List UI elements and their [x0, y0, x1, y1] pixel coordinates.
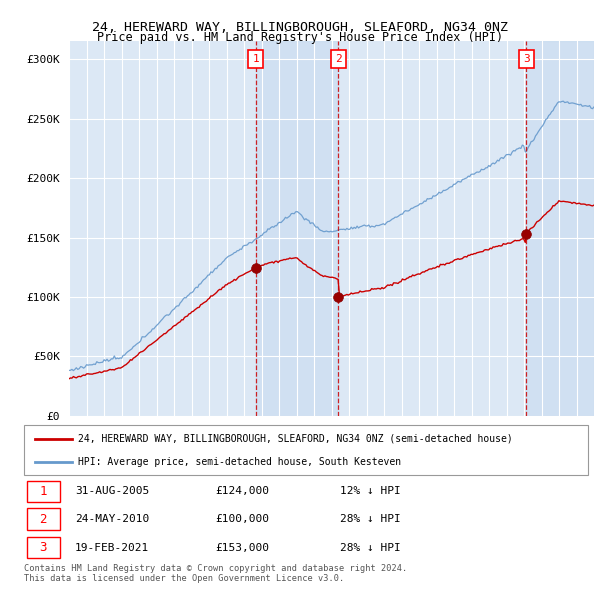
Bar: [27, 509, 59, 530]
Text: 3: 3: [523, 54, 530, 64]
Text: 28% ↓ HPI: 28% ↓ HPI: [340, 514, 401, 524]
Text: 24-MAY-2010: 24-MAY-2010: [75, 514, 149, 524]
Text: 24, HEREWARD WAY, BILLINGBOROUGH, SLEAFORD, NG34 0NZ (semi-detached house): 24, HEREWARD WAY, BILLINGBOROUGH, SLEAFO…: [77, 434, 512, 444]
Text: 24, HEREWARD WAY, BILLINGBOROUGH, SLEAFORD, NG34 0NZ: 24, HEREWARD WAY, BILLINGBOROUGH, SLEAFO…: [92, 21, 508, 34]
Bar: [526, 41, 594, 416]
Text: 31-AUG-2005: 31-AUG-2005: [75, 487, 149, 496]
Text: £124,000: £124,000: [216, 487, 270, 496]
Text: 2: 2: [335, 54, 342, 64]
Text: 3: 3: [40, 541, 47, 554]
Text: 19-FEB-2021: 19-FEB-2021: [75, 543, 149, 552]
Bar: [256, 41, 338, 416]
Text: £153,000: £153,000: [216, 543, 270, 552]
Text: HPI: Average price, semi-detached house, South Kesteven: HPI: Average price, semi-detached house,…: [77, 457, 401, 467]
Bar: [27, 481, 59, 502]
Text: Contains HM Land Registry data © Crown copyright and database right 2024.
This d: Contains HM Land Registry data © Crown c…: [24, 564, 407, 584]
Text: £100,000: £100,000: [216, 514, 270, 524]
Text: Price paid vs. HM Land Registry's House Price Index (HPI): Price paid vs. HM Land Registry's House …: [97, 31, 503, 44]
Text: 1: 1: [253, 54, 259, 64]
Text: 2: 2: [40, 513, 47, 526]
Bar: [27, 537, 59, 558]
Text: 1: 1: [40, 485, 47, 498]
Text: 28% ↓ HPI: 28% ↓ HPI: [340, 543, 401, 552]
Text: 12% ↓ HPI: 12% ↓ HPI: [340, 487, 401, 496]
